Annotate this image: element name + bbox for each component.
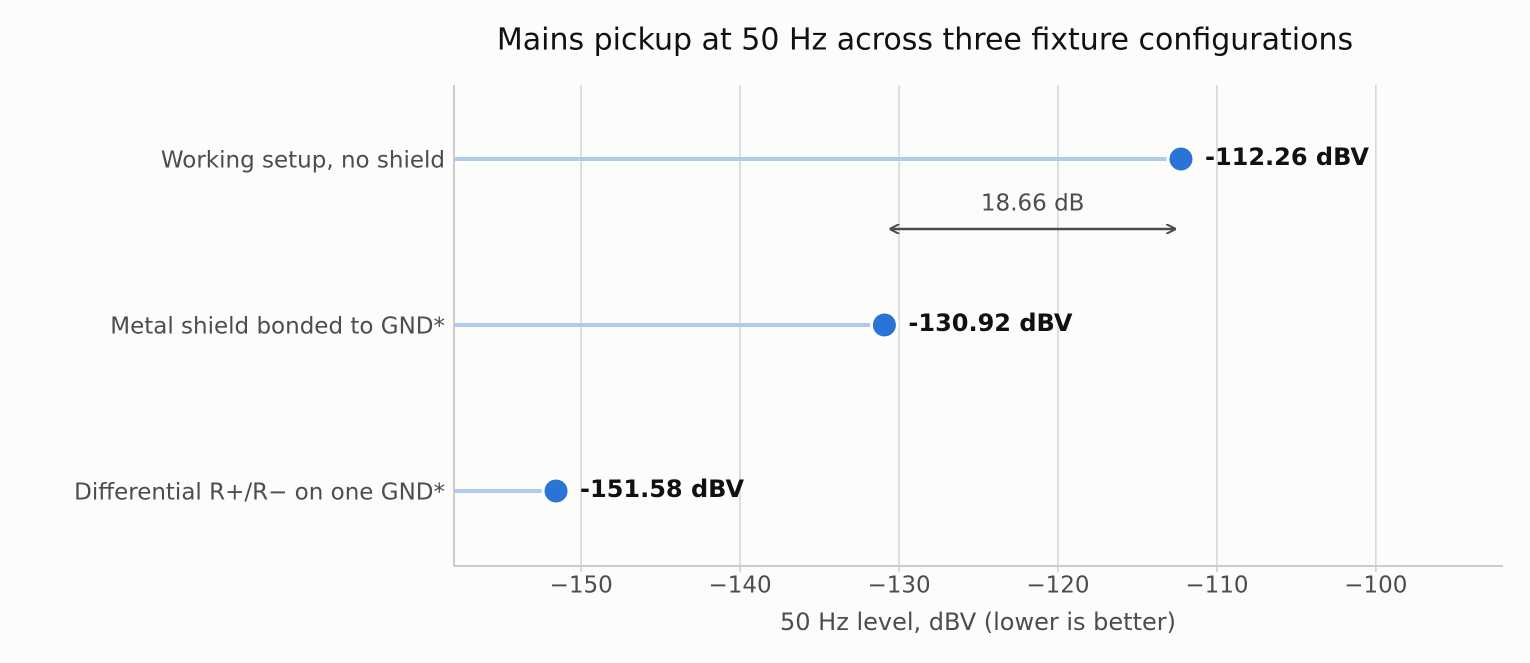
y-tick-label: Working setup, no shield <box>161 148 445 174</box>
dot <box>1166 144 1196 174</box>
chart-title: Mains pickup at 50 Hz across three fixtu… <box>497 23 1353 58</box>
y-tick-label: Differential R+/R− on one GND* <box>74 480 445 506</box>
annotation-label: 18.66 dB <box>981 191 1085 217</box>
dot <box>869 310 899 340</box>
dot <box>541 476 571 506</box>
x-tick-label: −120 <box>1026 573 1089 599</box>
x-tick-label: −110 <box>1185 573 1248 599</box>
x-axis-label: 50 Hz level, dBV (lower is better) <box>780 608 1176 636</box>
x-tick-label: −100 <box>1344 573 1407 599</box>
value-label: -151.58 dBV <box>580 475 744 503</box>
x-tick-label: −130 <box>867 573 930 599</box>
value-label: -112.26 dBV <box>1205 143 1369 171</box>
x-tick-label: −150 <box>550 573 613 599</box>
value-label: -130.92 dBV <box>908 309 1072 337</box>
x-tick-label: −140 <box>709 573 772 599</box>
y-tick-label: Metal shield bonded to GND* <box>110 314 445 340</box>
